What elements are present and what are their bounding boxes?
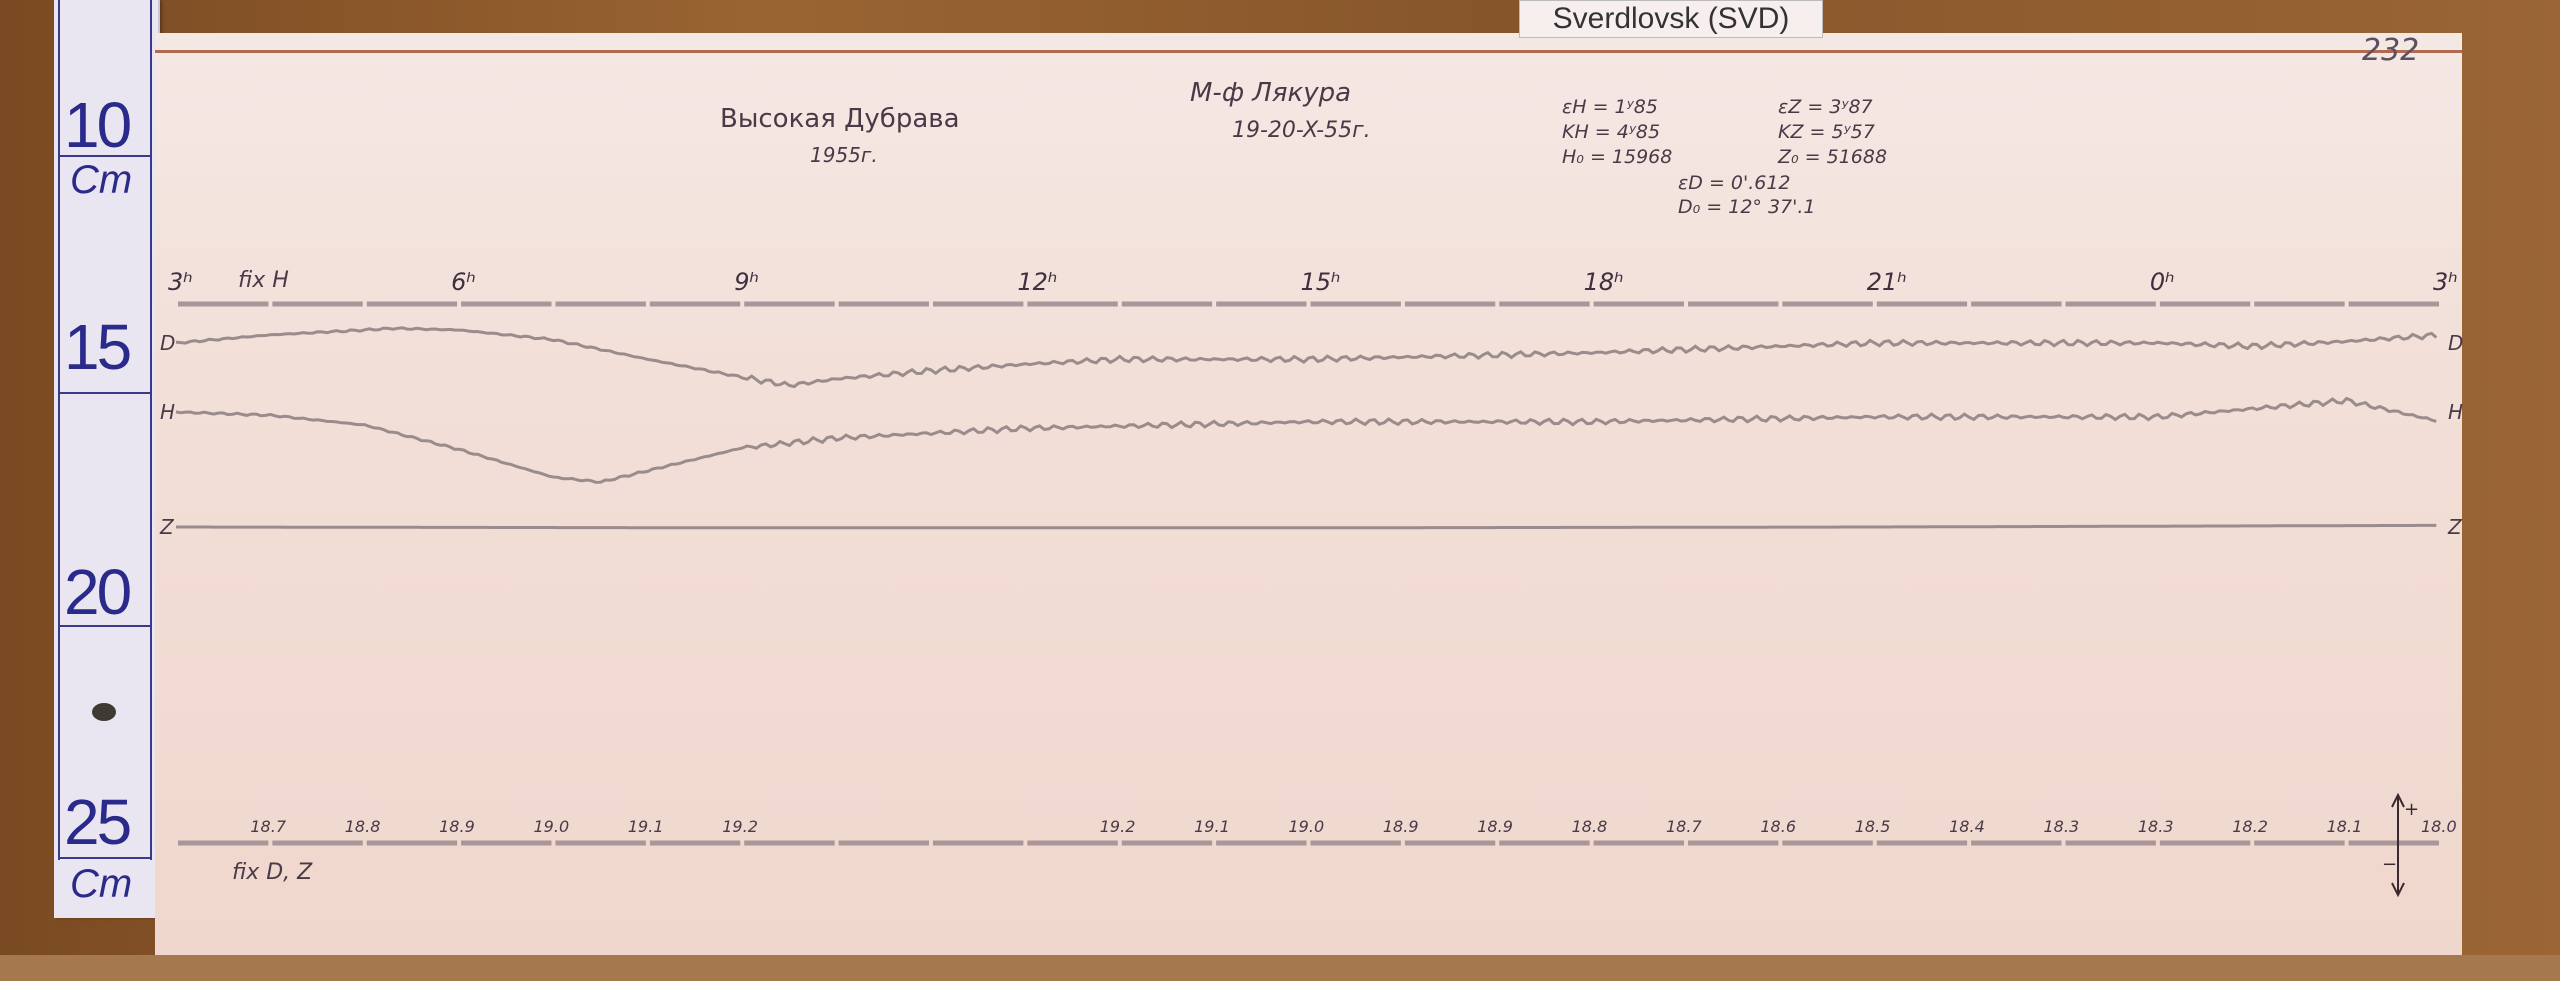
hour-tick-label: 12ʰ <box>1017 268 1057 296</box>
temperature-label: 19.0 <box>1289 817 1325 836</box>
temperature-label: 19.2 <box>1100 817 1136 836</box>
ruler-number: 20 <box>64 556 132 628</box>
hour-tick-label: 3ʰ <box>168 268 193 296</box>
constant-D0: D₀ = 12° 37'.1 <box>1678 196 1816 218</box>
ruler-edge-line <box>58 0 60 860</box>
hour-tick-label: 21ʰ <box>1867 268 1907 296</box>
record-dates: 19-20-X-55г. <box>1232 118 1371 143</box>
temperature-label: 19.2 <box>722 817 758 836</box>
trace-label-right: Z <box>2447 515 2463 539</box>
hour-tick-label: 9ʰ <box>734 268 759 296</box>
hour-tick-label: 18ʰ <box>1584 268 1624 296</box>
trace-z <box>176 523 2437 530</box>
frame-bottom <box>0 955 2560 981</box>
polarity-plus: + <box>2404 799 2419 820</box>
constant-Z0: Z₀ = 51688 <box>1778 146 1888 168</box>
temperature-label: 18.9 <box>439 817 475 836</box>
ruler-unit-bottom: Cm <box>70 862 133 906</box>
temperature-label: 19.1 <box>1194 817 1230 836</box>
constant-KZ: KZ = 5ʸ57 <box>1778 121 1875 143</box>
temperature-label: 18.2 <box>2232 817 2268 836</box>
ruler-line <box>60 392 152 394</box>
hour-tick-label: 6ʰ <box>451 268 476 296</box>
ruler-number: 10 <box>64 89 132 161</box>
ruler-number: 25 <box>64 786 132 858</box>
temperature-label: 18.1 <box>2327 817 2363 836</box>
constant-KH: KH = 4ʸ85 <box>1562 121 1661 143</box>
station-name: Высокая Дубрава <box>720 104 960 134</box>
magnetogram-paper <box>155 33 2462 955</box>
temperature-label: 18.8 <box>345 817 381 836</box>
temperature-label: 18.3 <box>2044 817 2080 836</box>
temperature-label: 18.7 <box>1666 817 1702 836</box>
trace-d <box>175 326 2438 389</box>
constant-eH: εH = 1ʸ85 <box>1562 96 1658 118</box>
trace-label-left: D <box>160 331 175 355</box>
temperature-label: 18.9 <box>1383 817 1419 836</box>
fix-dz-label: fix D, Z <box>232 860 313 885</box>
temperature-label: 18.0 <box>2421 817 2457 836</box>
polarity-arrow-heads <box>2391 792 2405 898</box>
instrument-name: М-ф Лякура <box>1190 78 1352 108</box>
temperature-label: 18.5 <box>1855 817 1891 836</box>
temperature-label: 18.8 <box>1572 817 1608 836</box>
hour-tick-label: 15ʰ <box>1301 268 1341 296</box>
ruler-line <box>60 625 152 627</box>
temperature-label: 18.6 <box>1760 817 1796 836</box>
constant-H0: H₀ = 15968 <box>1562 146 1673 168</box>
temperature-label: 19.0 <box>534 817 570 836</box>
trace-label-right: D <box>2448 331 2463 355</box>
ruler-number: 15 <box>64 311 132 383</box>
trace-label-left: H <box>160 400 175 424</box>
year: 1955г. <box>810 143 878 167</box>
trace-label-right: H <box>2448 400 2463 424</box>
hour-tick-label: 0ʰ <box>2150 268 2175 296</box>
temperature-label: 18.3 <box>2138 817 2174 836</box>
temperature-label: 18.4 <box>1949 817 1985 836</box>
hour-tick-label: 3ʰ <box>2433 268 2458 296</box>
ruler-unit: Cm <box>70 158 133 202</box>
polarity-minus: − <box>2382 854 2397 875</box>
fix-h-label: fix H <box>238 268 289 293</box>
ruler-line <box>60 155 152 157</box>
paper-top-line <box>155 50 2462 53</box>
measuring-ruler: 10 Cm 15 20 25 Cm <box>54 0 160 918</box>
trace-h <box>175 396 2437 484</box>
temperature-label: 18.7 <box>250 817 286 836</box>
temperature-label: 19.1 <box>628 817 664 836</box>
station-tag: Sverdlovsk (SVD) <box>1519 0 1823 38</box>
ruler-hole <box>92 703 116 721</box>
sheet-number: 232 <box>2362 33 2420 68</box>
temperature-label: 18.9 <box>1477 817 1513 836</box>
ruler-line <box>60 857 152 859</box>
constant-eZ: εZ = 3ʸ87 <box>1778 96 1873 118</box>
constant-eD: εD = 0'.612 <box>1678 172 1791 194</box>
trace-label-left: Z <box>159 515 175 539</box>
ruler-edge-line <box>150 0 152 860</box>
